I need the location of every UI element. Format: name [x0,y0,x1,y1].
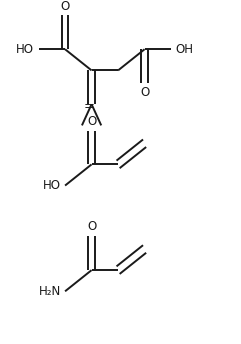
Text: H₂N: H₂N [39,285,61,298]
Text: O: O [87,221,96,234]
Text: OH: OH [175,43,193,56]
Text: O: O [140,86,149,99]
Text: =: = [84,100,95,114]
Text: HO: HO [16,43,34,56]
Text: O: O [87,115,96,128]
Text: O: O [60,0,70,12]
Text: HO: HO [43,179,61,192]
